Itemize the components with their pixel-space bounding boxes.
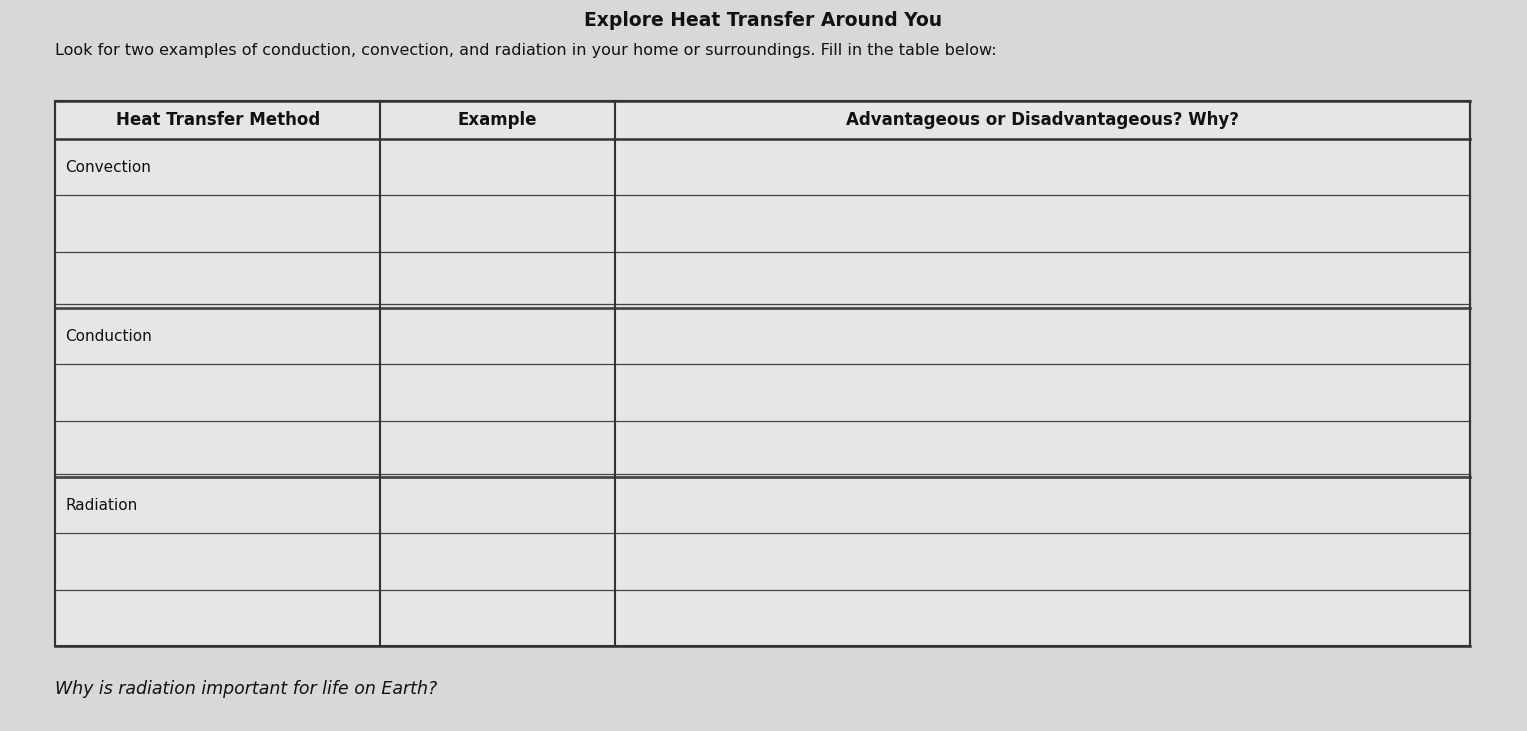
Text: Explore Heat Transfer Around You: Explore Heat Transfer Around You	[585, 12, 942, 31]
Bar	[55, 101, 1471, 646]
Text: Heat Transfer Method: Heat Transfer Method	[116, 111, 319, 129]
Text: Conduction: Conduction	[66, 329, 151, 344]
Text: Advantageous or Disadvantageous? Why?: Advantageous or Disadvantageous? Why?	[846, 111, 1238, 129]
Text: Radiation: Radiation	[66, 498, 137, 512]
Text: Convection: Convection	[66, 159, 151, 175]
Text: Example: Example	[458, 111, 538, 129]
Text: Look for two examples of conduction, convection, and radiation in your home or s: Look for two examples of conduction, con…	[55, 44, 997, 58]
Text: Why is radiation important for life on Earth?: Why is radiation important for life on E…	[55, 680, 437, 698]
